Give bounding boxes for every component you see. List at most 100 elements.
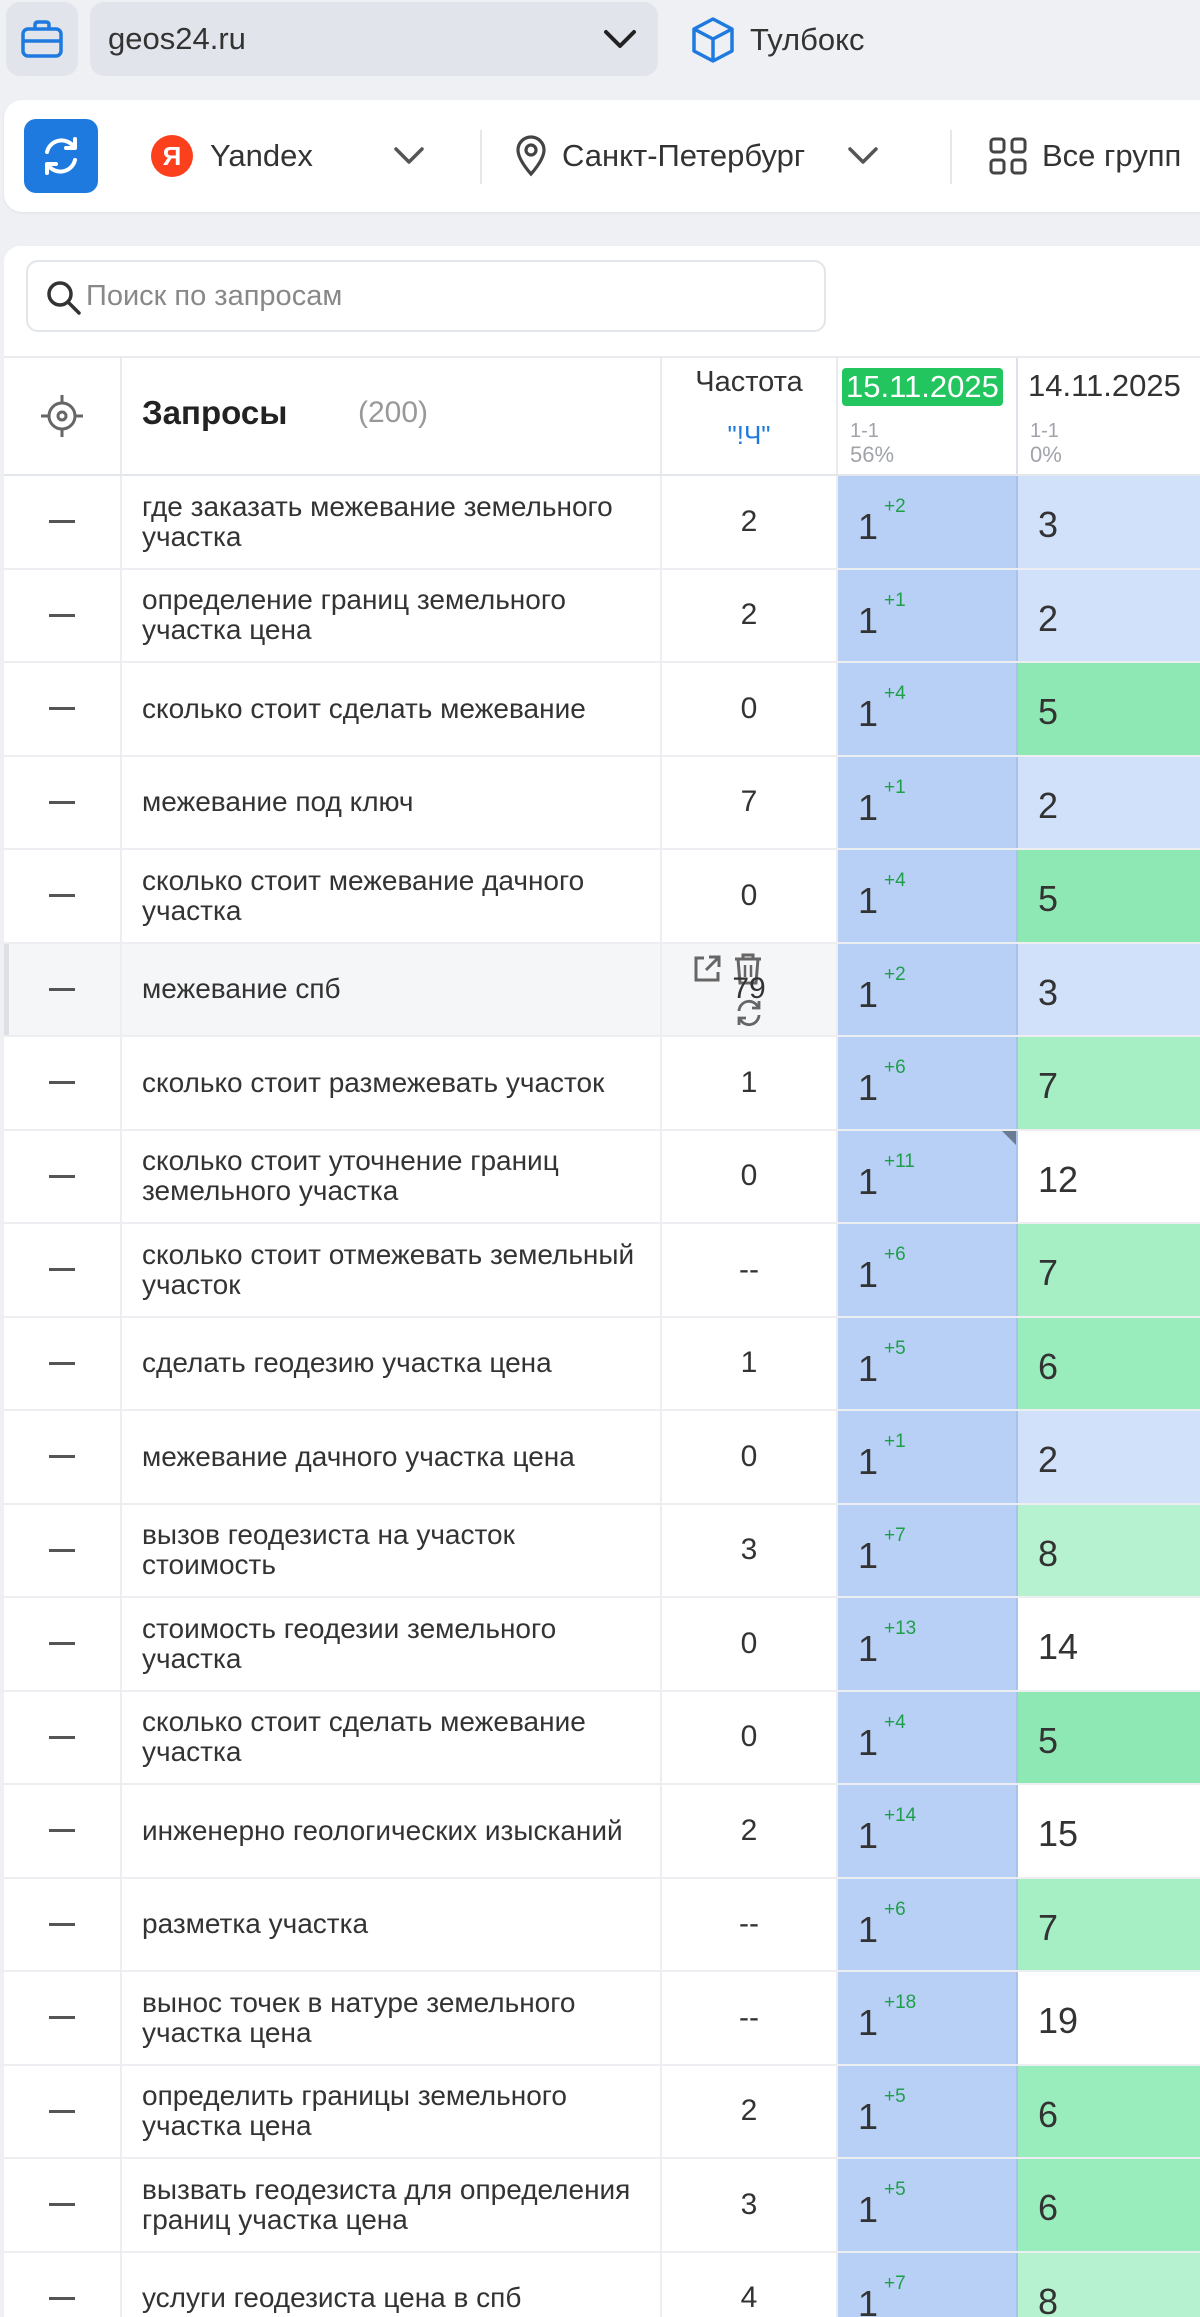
row-target-cell[interactable]	[4, 1972, 122, 2064]
dash-icon	[49, 520, 75, 524]
position-value: 1	[858, 1628, 879, 1669]
table-row[interactable]: сколько стоит сделать межевание участка …	[4, 1691, 1200, 1785]
table-row[interactable]: вынос точек в натуре земельного участка …	[4, 1972, 1200, 2066]
position-delta: +2	[884, 496, 906, 517]
row-target-cell[interactable]	[4, 1785, 122, 1877]
chevron-down-icon	[848, 147, 878, 164]
row-target-cell[interactable]	[4, 756, 122, 848]
query-cell: межевание дачного участка цена	[122, 1411, 662, 1503]
refresh-button[interactable]	[24, 119, 98, 193]
queries-column-header[interactable]: Запросы (200)	[122, 358, 662, 474]
query-text: вынос точек в натуре земельного участка …	[142, 1986, 576, 2048]
project-domain-select[interactable]: geos24.ru	[90, 2, 658, 76]
row-target-cell[interactable]	[4, 1037, 122, 1129]
table-row[interactable]: сколько стоит межевание дачного участка …	[4, 850, 1200, 944]
table-row[interactable]: сколько стоит размежевать участок 1 1 +6…	[4, 1037, 1200, 1131]
table-row[interactable]: вызов геодезиста на участок стоимость 3 …	[4, 1504, 1200, 1598]
row-target-cell[interactable]	[4, 2065, 122, 2157]
row-target-cell[interactable]	[4, 1691, 122, 1783]
table-row[interactable]: стоимость геодезии земельного участка 0 …	[4, 1598, 1200, 1692]
frequency-column-header[interactable]: Частота "!Ч"	[662, 358, 838, 474]
query-cell: сколько стоит уточнение границ земельног…	[122, 1130, 662, 1222]
table-row[interactable]: определить границы земельного участка це…	[4, 2065, 1200, 2159]
previous-position-value: 5	[1038, 691, 1059, 732]
frequency-type-link[interactable]: "!Ч"	[727, 420, 771, 450]
groups-select[interactable]: Все групп	[988, 100, 1181, 212]
row-target-cell[interactable]	[4, 663, 122, 755]
date-column-header-current[interactable]: 15.11.2025 1-1 56%	[838, 358, 1018, 474]
table-row[interactable]: сколько стоит уточнение границ земельног…	[4, 1130, 1200, 1224]
row-target-cell[interactable]	[4, 1411, 122, 1503]
dash-icon	[49, 1922, 75, 1926]
toolbox-button[interactable]: Тулбокс	[690, 10, 865, 70]
table-row[interactable]: разметка участка -- 1 +6 7	[4, 1878, 1200, 1972]
table-row[interactable]: сколько стоит отмежевать земельный участ…	[4, 1224, 1200, 1318]
table-row[interactable]: межевание спб 79 1 +2 3	[4, 943, 1200, 1037]
filter-divider	[480, 130, 482, 184]
table-row[interactable]: межевание дачного участка цена 0 1 +1 2	[4, 1411, 1200, 1505]
grid-icon	[989, 137, 1027, 175]
row-target-cell[interactable]	[4, 2159, 122, 2251]
dash-icon	[49, 1829, 75, 1833]
refresh-icon[interactable]	[734, 998, 764, 1028]
top-bar: geos24.ru Тулбокс	[0, 0, 1200, 82]
previous-position-value: 19	[1038, 2000, 1079, 2041]
search-input[interactable]: Поиск по запросам	[26, 260, 826, 332]
dash-icon	[49, 2016, 75, 2020]
dash-icon	[49, 1548, 75, 1552]
dash-icon	[49, 1268, 75, 1272]
table-body: где заказать межевание земельного участк…	[4, 476, 1200, 2317]
table-row[interactable]: межевание под ключ 7 1 +1 2	[4, 756, 1200, 850]
query-cell: инженерно геологических изысканий	[122, 1785, 662, 1877]
table-row[interactable]: инженерно геологических изысканий 2 1 +1…	[4, 1785, 1200, 1879]
row-target-cell[interactable]	[4, 943, 122, 1035]
row-target-cell[interactable]	[4, 1598, 122, 1690]
briefcase-button[interactable]	[6, 2, 78, 76]
row-target-cell[interactable]	[4, 476, 122, 568]
frequency-cell: 3	[662, 1504, 838, 1596]
region-select[interactable]: Санкт-Петербург	[514, 100, 881, 212]
search-icon	[47, 281, 81, 315]
frequency-cell: 4	[662, 2252, 838, 2317]
table-row[interactable]: услуги геодезиста цена в спб 4 1 +7 8	[4, 2252, 1200, 2317]
position-value: 1	[858, 1815, 879, 1856]
position-value: 1	[858, 1441, 879, 1482]
row-target-cell[interactable]	[4, 1224, 122, 1316]
position-value: 1	[858, 1160, 879, 1202]
query-cell: сколько стоит сделать межевание	[122, 663, 662, 755]
position-value: 1	[858, 1534, 879, 1576]
dash-icon	[49, 2296, 75, 2300]
search-engine-select[interactable]: Я Yandex	[150, 100, 427, 212]
note-corner-marker[interactable]	[1002, 1130, 1016, 1145]
row-target-cell[interactable]	[4, 1317, 122, 1409]
row-target-cell[interactable]	[4, 1504, 122, 1596]
external-link-icon[interactable]	[690, 952, 724, 986]
position-value: 1	[858, 973, 879, 1015]
current-position-cell: 1 +1	[838, 1411, 1018, 1503]
date-top-percent: 56%	[850, 442, 895, 467]
svg-text:Я: Я	[163, 141, 182, 171]
table-row[interactable]: сколько стоит сделать межевание 0 1 +4 5	[4, 663, 1200, 757]
row-target-cell[interactable]	[4, 1878, 122, 1970]
table-row[interactable]: где заказать межевание земельного участк…	[4, 476, 1200, 570]
query-cell: сколько стоит размежевать участок	[122, 1037, 662, 1129]
query-text: сколько стоит сделать межевание	[142, 692, 586, 724]
table-row[interactable]: сделать геодезию участка цена 1 1 +5 6	[4, 1317, 1200, 1411]
location-pin-icon	[516, 135, 546, 177]
row-target-cell[interactable]	[4, 1130, 122, 1222]
trash-icon[interactable]	[732, 952, 764, 986]
previous-position-cell: 6	[1018, 2065, 1200, 2157]
table-row[interactable]: вызвать геодезиста для определения грани…	[4, 2159, 1200, 2253]
table-row[interactable]: определение границ земельного участка це…	[4, 569, 1200, 663]
date-top-percent: 0%	[1030, 442, 1062, 467]
row-target-cell[interactable]	[4, 2252, 122, 2317]
current-position-cell: 1 +6	[838, 1037, 1018, 1129]
position-value: 1	[858, 693, 879, 734]
target-column-header[interactable]	[4, 358, 122, 474]
query-cell: вынос точек в натуре земельного участка …	[122, 1972, 662, 2064]
row-target-cell[interactable]	[4, 569, 122, 661]
row-target-cell[interactable]	[4, 850, 122, 942]
previous-position-value: 12	[1038, 1158, 1079, 1200]
position-delta: +1	[884, 589, 906, 611]
date-column-header-previous[interactable]: 14.11.2025 1-1 0%	[1018, 358, 1200, 474]
